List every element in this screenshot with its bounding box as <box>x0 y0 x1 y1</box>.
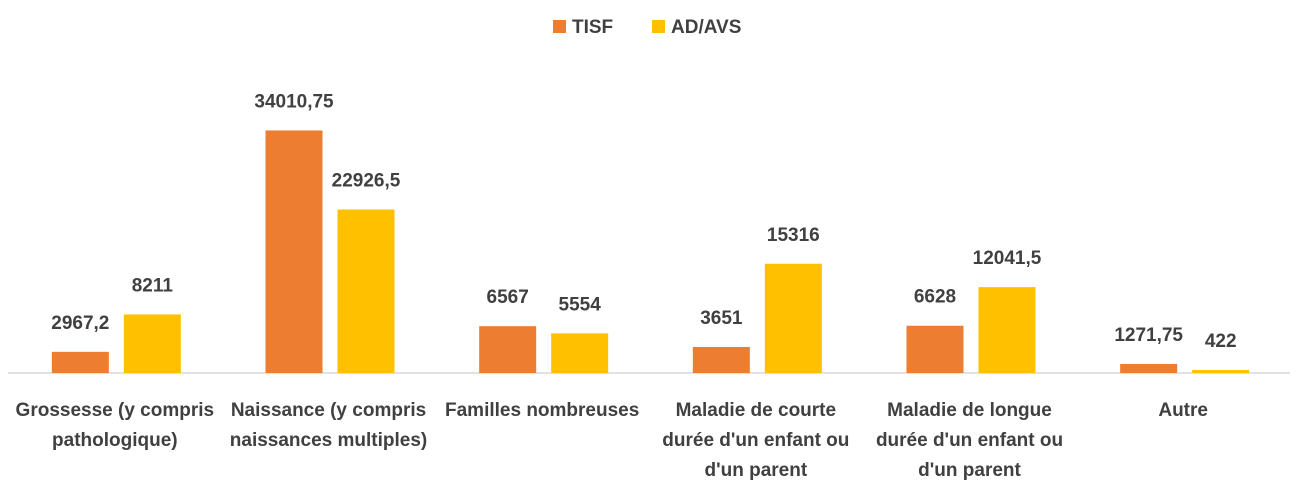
data-label: 15316 <box>767 225 820 246</box>
data-label: 2967,2 <box>51 313 109 334</box>
data-label: 34010,75 <box>254 91 334 112</box>
bar <box>978 287 1036 373</box>
data-label: 422 <box>1205 331 1237 352</box>
data-label: 22926,5 <box>332 171 401 192</box>
data-label: 6628 <box>914 287 956 308</box>
bar <box>1192 369 1250 373</box>
bar <box>906 325 964 373</box>
data-label: 3651 <box>700 308 743 329</box>
bar <box>551 333 609 373</box>
legend-label: TISF <box>572 17 613 38</box>
x-tick-label: Maladie de longue durée d'un enfant ou d… <box>875 400 1064 481</box>
data-label: 6567 <box>487 287 529 308</box>
bar <box>479 326 537 373</box>
data-label: 1271,75 <box>1114 325 1183 346</box>
x-tick-label: Familles nombreuses <box>445 400 640 421</box>
legend-swatch <box>652 20 665 33</box>
bar <box>123 314 181 373</box>
bar <box>265 130 323 373</box>
bar <box>1120 363 1178 373</box>
data-label: 12041,5 <box>973 248 1042 269</box>
bar <box>337 209 395 373</box>
bar <box>764 263 822 373</box>
x-tick-label: Grossesse (y compris pathologique) <box>15 400 215 451</box>
bar <box>692 346 750 373</box>
data-label: 8211 <box>132 275 174 296</box>
data-label: 5554 <box>559 294 602 315</box>
bar <box>51 351 109 373</box>
x-tick-label: Maladie de courte durée d'un enfant ou d… <box>662 400 850 481</box>
legend-swatch <box>553 20 566 33</box>
x-tick-label: Naissance (y compris naissances multiple… <box>229 400 428 451</box>
legend-label: AD/AVS <box>671 17 741 38</box>
x-tick-label: Autre <box>1158 400 1208 421</box>
